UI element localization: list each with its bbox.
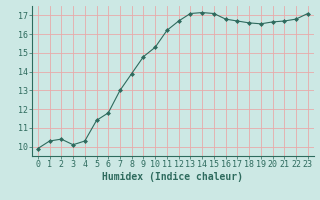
X-axis label: Humidex (Indice chaleur): Humidex (Indice chaleur) — [102, 172, 243, 182]
